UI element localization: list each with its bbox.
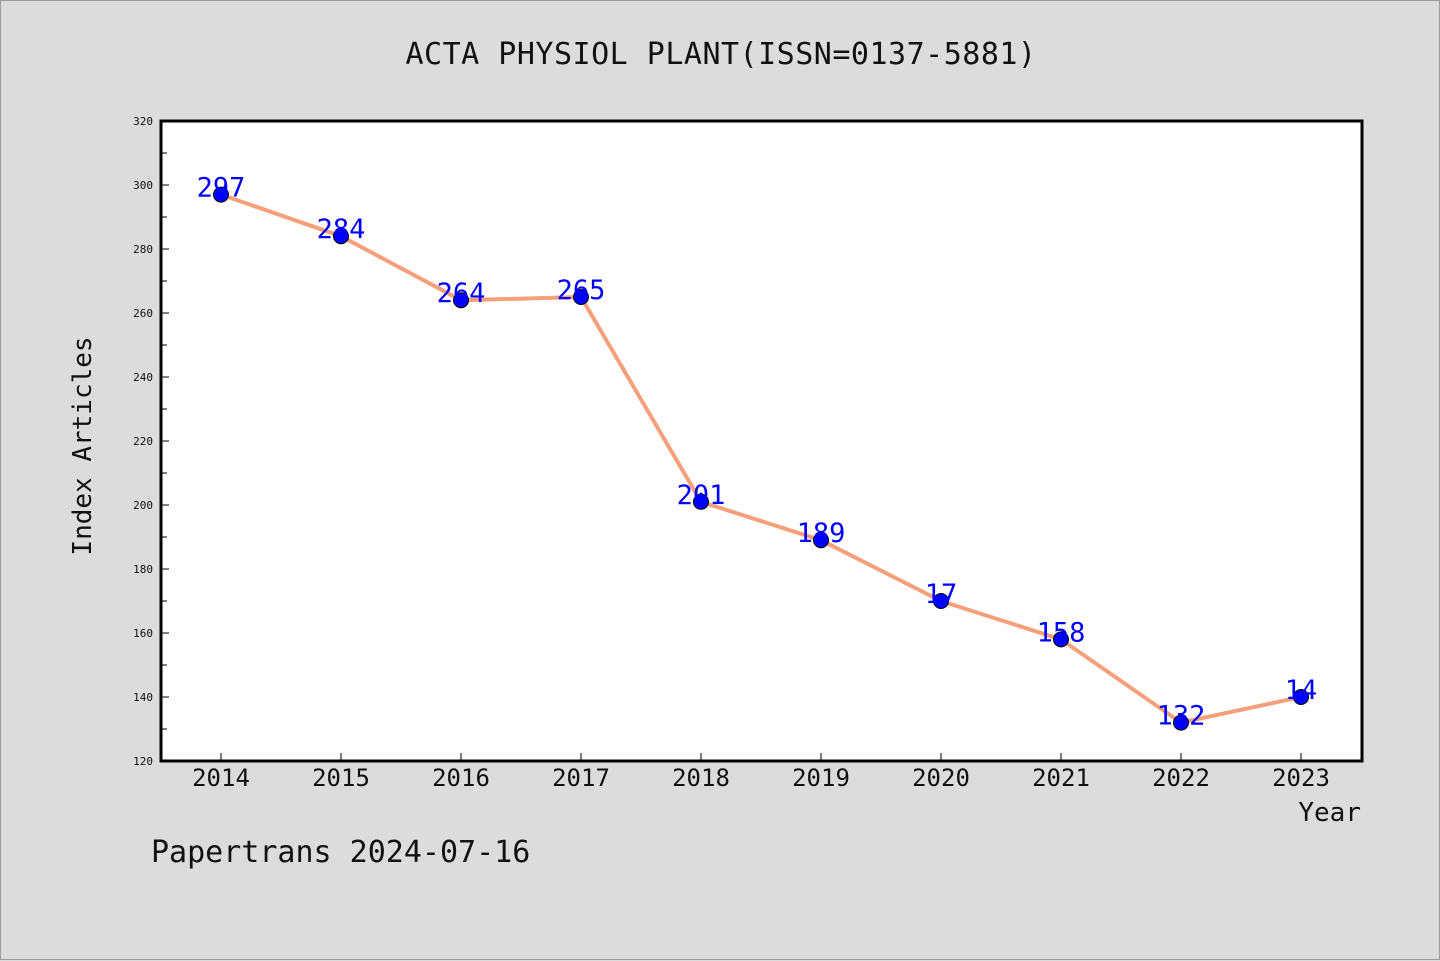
x-tick-label: 2015	[312, 764, 370, 792]
y-tick-label: 320	[133, 115, 153, 128]
data-point	[693, 493, 709, 510]
y-tick-label: 140	[133, 691, 153, 704]
y-tick-label: 200	[133, 499, 153, 512]
data-point	[213, 186, 229, 203]
data-label: 158	[1037, 617, 1086, 648]
data-label: 297	[197, 173, 246, 204]
x-tick-label: 2020	[912, 764, 970, 792]
data-label: 284	[317, 214, 366, 245]
data-point	[1053, 631, 1069, 648]
data-point	[573, 289, 589, 305]
y-axis-label: Index Articles	[68, 336, 98, 555]
data-point	[453, 292, 469, 309]
data-label: 265	[557, 275, 606, 306]
plot-frame	[159, 119, 1364, 763]
y-tick-label: 260	[133, 307, 153, 320]
data-label: 132	[1157, 701, 1206, 732]
data-point	[933, 593, 949, 609]
data-point	[1293, 689, 1309, 705]
series-line	[220, 192, 1302, 725]
data-point	[813, 532, 829, 549]
data-point	[1173, 714, 1189, 731]
plot-area	[161, 121, 1362, 761]
y-tick-label: 120	[133, 755, 153, 768]
x-tick-label: 2017	[552, 764, 610, 792]
data-point	[333, 228, 349, 245]
y-tick-label: 300	[133, 179, 153, 192]
x-tick-label: 2016	[432, 764, 490, 792]
y-tick-label: 160	[133, 627, 153, 640]
y-tick-label: 220	[133, 435, 153, 448]
x-axis-label: Year	[1298, 798, 1361, 828]
y-tick-label: 280	[133, 243, 153, 256]
chart-title: ACTA PHYSIOL PLANT(ISSN=0137-5881)	[405, 37, 1037, 72]
x-tick-label: 2023	[1272, 764, 1330, 792]
x-tick-label: 2021	[1032, 764, 1090, 792]
footer-note: Papertrans 2024-07-16	[151, 835, 531, 870]
x-tick-label: 2022	[1152, 764, 1210, 792]
y-tick-label: 240	[133, 371, 153, 384]
x-tick-label: 2014	[192, 764, 250, 792]
data-label: 17	[925, 579, 958, 610]
data-label: 14	[1285, 675, 1318, 706]
x-tick-label: 2019	[792, 764, 850, 792]
y-tick-label: 180	[133, 563, 153, 576]
x-tick-label: 2018	[672, 764, 730, 792]
data-label: 264	[437, 278, 486, 309]
data-label: 189	[797, 518, 846, 549]
data-label: 201	[677, 480, 726, 511]
